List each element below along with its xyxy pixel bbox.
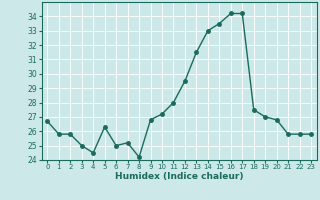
X-axis label: Humidex (Indice chaleur): Humidex (Indice chaleur) <box>115 172 244 181</box>
